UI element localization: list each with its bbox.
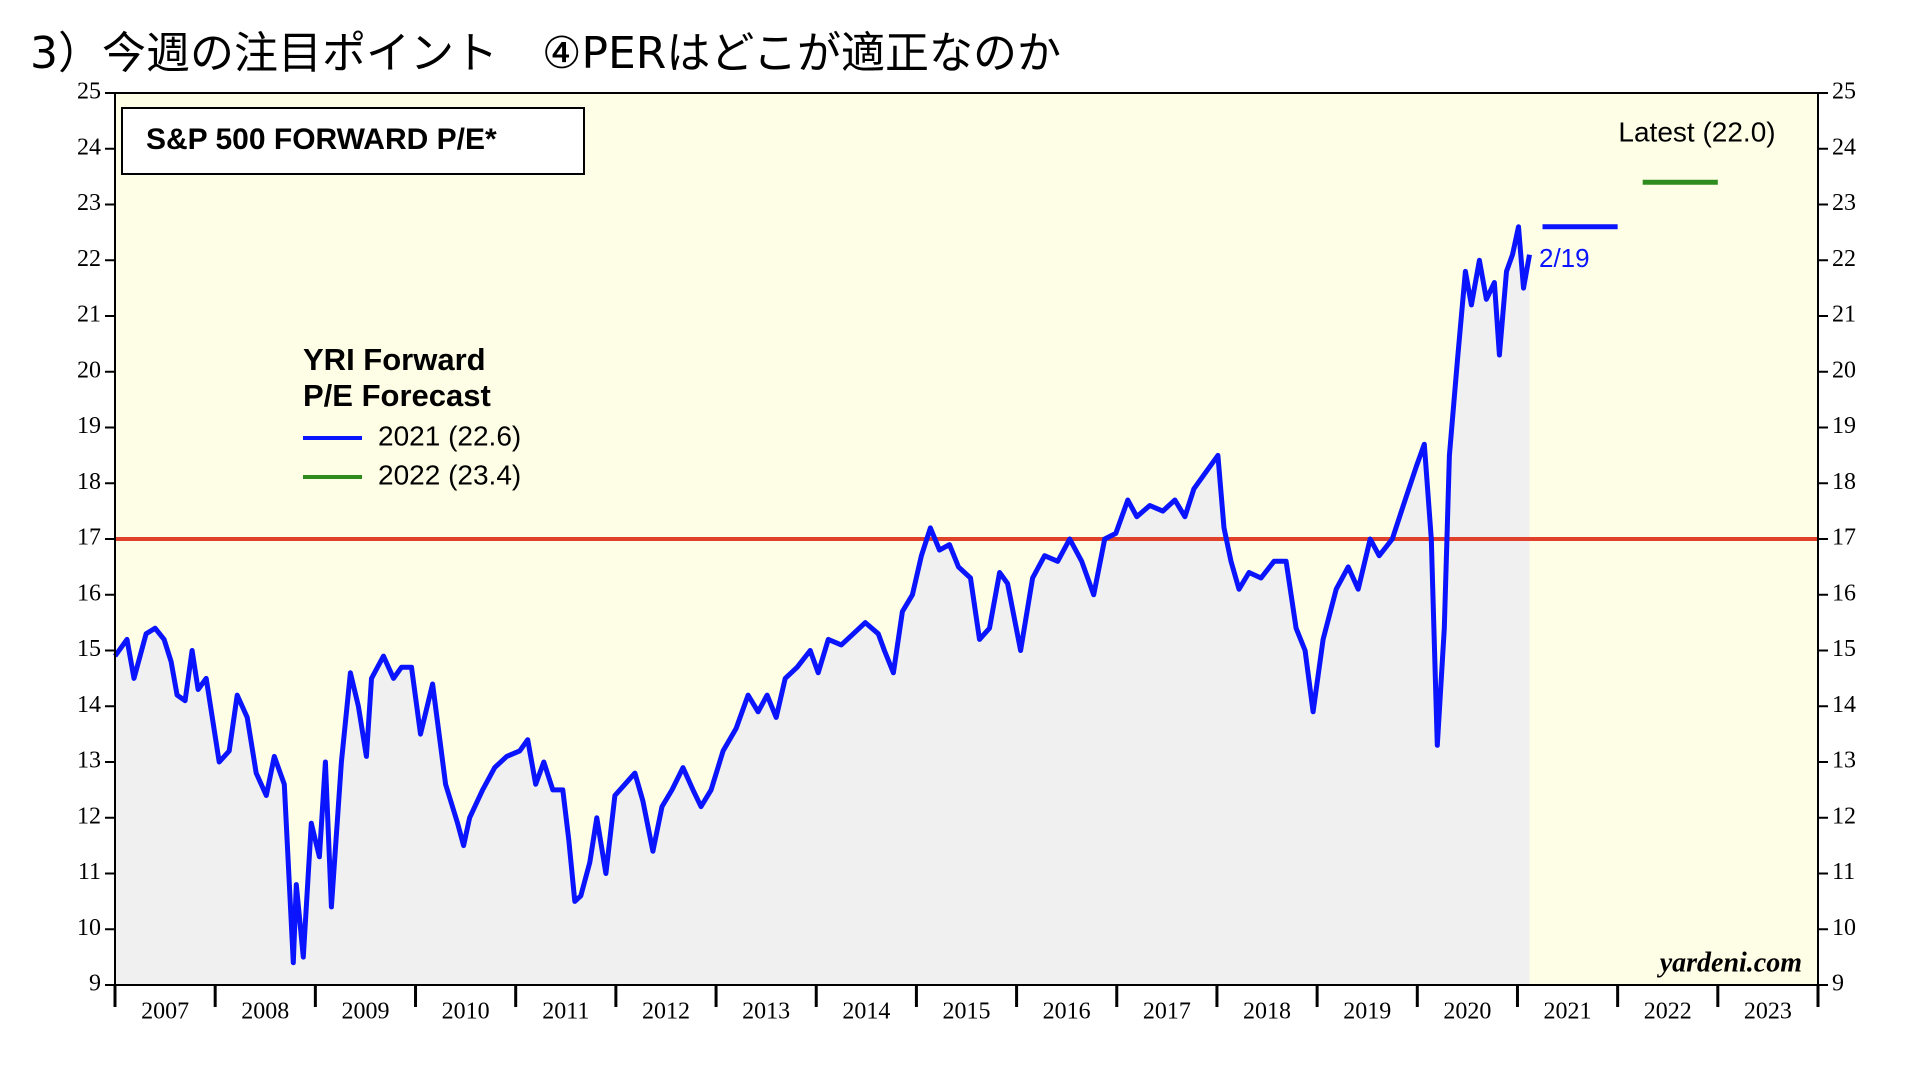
x-tick-label: 2021 bbox=[1544, 999, 1592, 1025]
x-tick-label: 2009 bbox=[341, 999, 389, 1025]
annotation-date: 2/19 bbox=[1539, 243, 1590, 273]
y-tick-label: 17 bbox=[1832, 525, 1856, 551]
y-tick-label: 19 bbox=[77, 413, 101, 439]
y-tick-label: 14 bbox=[1832, 692, 1856, 718]
y-tick-label: 25 bbox=[1832, 79, 1856, 105]
legend-label: 2022 (23.4) bbox=[378, 459, 521, 490]
y-tick-label: 10 bbox=[1832, 915, 1856, 941]
x-tick-label: 2011 bbox=[542, 999, 589, 1025]
y-tick-label: 9 bbox=[89, 971, 101, 997]
x-tick-label: 2017 bbox=[1143, 999, 1191, 1025]
y-tick-label: 12 bbox=[1832, 803, 1856, 829]
x-tick-label: 2008 bbox=[241, 999, 289, 1025]
y-tick-label: 15 bbox=[1832, 636, 1856, 662]
y-tick-label: 13 bbox=[77, 748, 101, 774]
y-tick-label: 19 bbox=[1832, 413, 1856, 439]
x-tick-label: 2010 bbox=[442, 999, 490, 1025]
y-tick-label: 18 bbox=[77, 469, 101, 495]
y-tick-label: 24 bbox=[77, 134, 101, 160]
y-tick-label: 20 bbox=[77, 357, 101, 383]
x-tick-label: 2012 bbox=[642, 999, 690, 1025]
x-tick-label: 2022 bbox=[1644, 999, 1692, 1025]
y-tick-label: 16 bbox=[77, 580, 101, 606]
y-tick-label: 25 bbox=[77, 79, 101, 105]
x-tick-label: 2013 bbox=[742, 999, 790, 1025]
x-tick-label: 2020 bbox=[1443, 999, 1491, 1025]
y-tick-label: 23 bbox=[1832, 190, 1856, 216]
area bbox=[115, 226, 1530, 986]
legend-title: P/E Forecast bbox=[303, 378, 491, 413]
y-tick-label: 20 bbox=[1832, 357, 1856, 383]
y-tick-label: 10 bbox=[77, 915, 101, 941]
y-tick-label: 13 bbox=[1832, 748, 1856, 774]
y-tick-label: 11 bbox=[78, 859, 101, 885]
x-tick-label: 2014 bbox=[842, 999, 890, 1025]
x-tick-label: 2015 bbox=[943, 999, 991, 1025]
y-tick-label: 23 bbox=[77, 190, 101, 216]
x-tick-label: 2023 bbox=[1744, 999, 1792, 1025]
y-tick-label: 24 bbox=[1832, 134, 1856, 160]
x-tick-label: 2007 bbox=[141, 999, 189, 1025]
y-tick-label: 14 bbox=[77, 692, 101, 718]
title-box bbox=[121, 107, 585, 175]
line bbox=[112, 224, 1532, 966]
y-tick-label: 15 bbox=[77, 636, 101, 662]
source: yardeni.com bbox=[1657, 947, 1802, 978]
y-tick-label: 11 bbox=[1832, 859, 1855, 885]
x-tick-label: 2018 bbox=[1243, 999, 1291, 1025]
y-tick-label: 9 bbox=[1832, 971, 1844, 997]
annotation-latest: Latest (22.0) bbox=[1618, 116, 1775, 147]
y-tick-label: 18 bbox=[1832, 469, 1856, 495]
x-tick-label: 2016 bbox=[1043, 999, 1091, 1025]
y-tick-label: 22 bbox=[1832, 246, 1856, 272]
legend-label: 2021 (22.6) bbox=[378, 420, 521, 451]
chart-title: S&P 500 FORWARD P/E* bbox=[146, 123, 497, 156]
y-tick-label: 12 bbox=[77, 803, 101, 829]
y-tick-label: 22 bbox=[77, 246, 101, 272]
legend-title: YRI Forward bbox=[303, 342, 486, 377]
y-tick-label: 21 bbox=[1832, 302, 1856, 328]
y-tick-label: 17 bbox=[77, 525, 101, 551]
y-tick-label: 21 bbox=[77, 302, 101, 328]
header: 3）今週の注目ポイント ④PERはどこが適正なのか bbox=[30, 28, 1061, 79]
x-tick-label: 2019 bbox=[1343, 999, 1391, 1025]
y-tick-label: 16 bbox=[1832, 580, 1856, 606]
